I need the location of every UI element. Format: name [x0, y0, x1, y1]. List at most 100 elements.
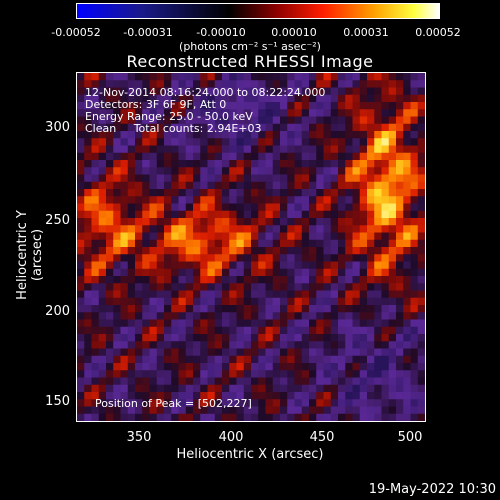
heatmap-cell — [135, 355, 143, 364]
heatmap-cell — [171, 218, 179, 226]
heatmap-cell — [200, 413, 208, 421]
heatmap-cell — [410, 348, 419, 357]
heatmap-cell — [265, 73, 274, 81]
heatmap-cell — [403, 196, 411, 204]
heatmap-cell — [316, 102, 324, 110]
heatmap-cell — [410, 87, 419, 96]
heatmap-cell — [280, 348, 288, 357]
heatmap-cell — [229, 341, 237, 349]
heatmap-cell — [294, 174, 303, 183]
heatmap-cell — [135, 73, 143, 81]
heatmap-cell — [309, 377, 317, 386]
heatmap-cell — [200, 232, 208, 241]
heatmap-cell — [417, 94, 425, 103]
heatmap-cell — [251, 297, 259, 306]
heatmap-cell — [106, 225, 114, 233]
heatmap-cell — [120, 392, 129, 400]
heatmap-cell — [229, 167, 237, 175]
heatmap-cell — [338, 196, 346, 204]
heatmap-cell — [330, 355, 339, 364]
heatmap-cell — [352, 167, 361, 175]
heatmap-cell — [164, 181, 172, 190]
heatmap-cell — [156, 160, 165, 168]
heatmap-cell — [403, 413, 411, 421]
heatmap-cell — [388, 247, 397, 255]
heatmap-cell — [280, 232, 288, 241]
heatmap-cell — [229, 87, 237, 96]
heatmap-cell — [272, 297, 281, 306]
heatmap-cell — [200, 384, 208, 393]
heatmap-cell — [214, 239, 223, 248]
heatmap-cell — [403, 174, 411, 183]
heatmap-cell — [120, 80, 129, 88]
heatmap-cell — [272, 189, 281, 197]
heatmap-cell — [294, 239, 303, 248]
heatmap-cell — [98, 392, 107, 400]
heatmap-cell — [265, 123, 274, 132]
heatmap-cell — [330, 239, 339, 248]
heatmap-cell — [222, 167, 230, 175]
heatmap-cell — [200, 254, 208, 262]
heatmap-cell — [185, 312, 194, 320]
heatmap-cell — [98, 413, 107, 421]
heatmap-cell — [135, 160, 143, 168]
heatmap-cell — [359, 232, 368, 241]
heatmap-cell — [106, 138, 114, 146]
heatmap-cell — [280, 406, 288, 415]
heatmap-cell — [287, 247, 295, 255]
heatmap-cell — [207, 102, 216, 110]
heatmap-cell — [127, 218, 136, 226]
heatmap — [77, 73, 425, 421]
heatmap-cell — [381, 131, 390, 139]
heatmap-cell — [171, 399, 179, 407]
heatmap-cell — [77, 261, 85, 270]
heatmap-cell — [113, 232, 121, 241]
heatmap-cell — [272, 218, 281, 226]
heatmap-cell — [149, 167, 158, 175]
heatmap-cell — [135, 152, 143, 161]
heatmap-cell — [77, 138, 85, 146]
heatmap-cell — [345, 334, 353, 342]
heatmap-cell — [287, 225, 295, 233]
heatmap-cell — [417, 254, 425, 262]
heatmap-cell — [265, 181, 274, 190]
heatmap-cell — [345, 392, 353, 400]
heatmap-cell — [243, 239, 252, 248]
heatmap-cell — [265, 348, 274, 357]
heatmap-cell — [84, 326, 92, 335]
heatmap-cell — [309, 312, 317, 320]
heatmap-cell — [403, 276, 411, 284]
heatmap-cell — [367, 174, 375, 183]
heatmap-cell — [272, 210, 281, 219]
heatmap-cell — [84, 102, 92, 110]
heatmap-cell — [258, 283, 266, 291]
heatmap-cell — [98, 145, 107, 154]
heatmap-cell — [352, 123, 361, 132]
heatmap-cell — [345, 102, 353, 110]
heatmap-cell — [156, 203, 165, 212]
heatmap-cell — [294, 116, 303, 125]
heatmap-cell — [236, 283, 245, 291]
heatmap-cell — [84, 203, 92, 212]
heatmap-cell — [410, 123, 419, 132]
heatmap-cell — [171, 254, 179, 262]
heatmap-cell — [178, 254, 187, 262]
heatmap-cell — [417, 363, 425, 371]
heatmap-cell — [91, 312, 100, 320]
heatmap-cell — [178, 73, 187, 81]
heatmap-cell — [149, 203, 158, 212]
heatmap-cell — [338, 312, 346, 320]
heatmap-cell — [280, 203, 288, 212]
heatmap-cell — [149, 268, 158, 277]
heatmap-cell — [272, 94, 281, 103]
heatmap-cell — [84, 138, 92, 146]
heatmap-cell — [171, 276, 179, 284]
heatmap-cell — [91, 247, 100, 255]
heatmap-cell — [338, 297, 346, 306]
plot-title: Reconstructed RHESSI Image — [126, 52, 374, 71]
heatmap-cell — [345, 363, 353, 371]
heatmap-cell — [374, 160, 382, 168]
heatmap-cell — [316, 399, 324, 407]
heatmap-cell — [345, 73, 353, 81]
heatmap-cell — [127, 261, 136, 270]
